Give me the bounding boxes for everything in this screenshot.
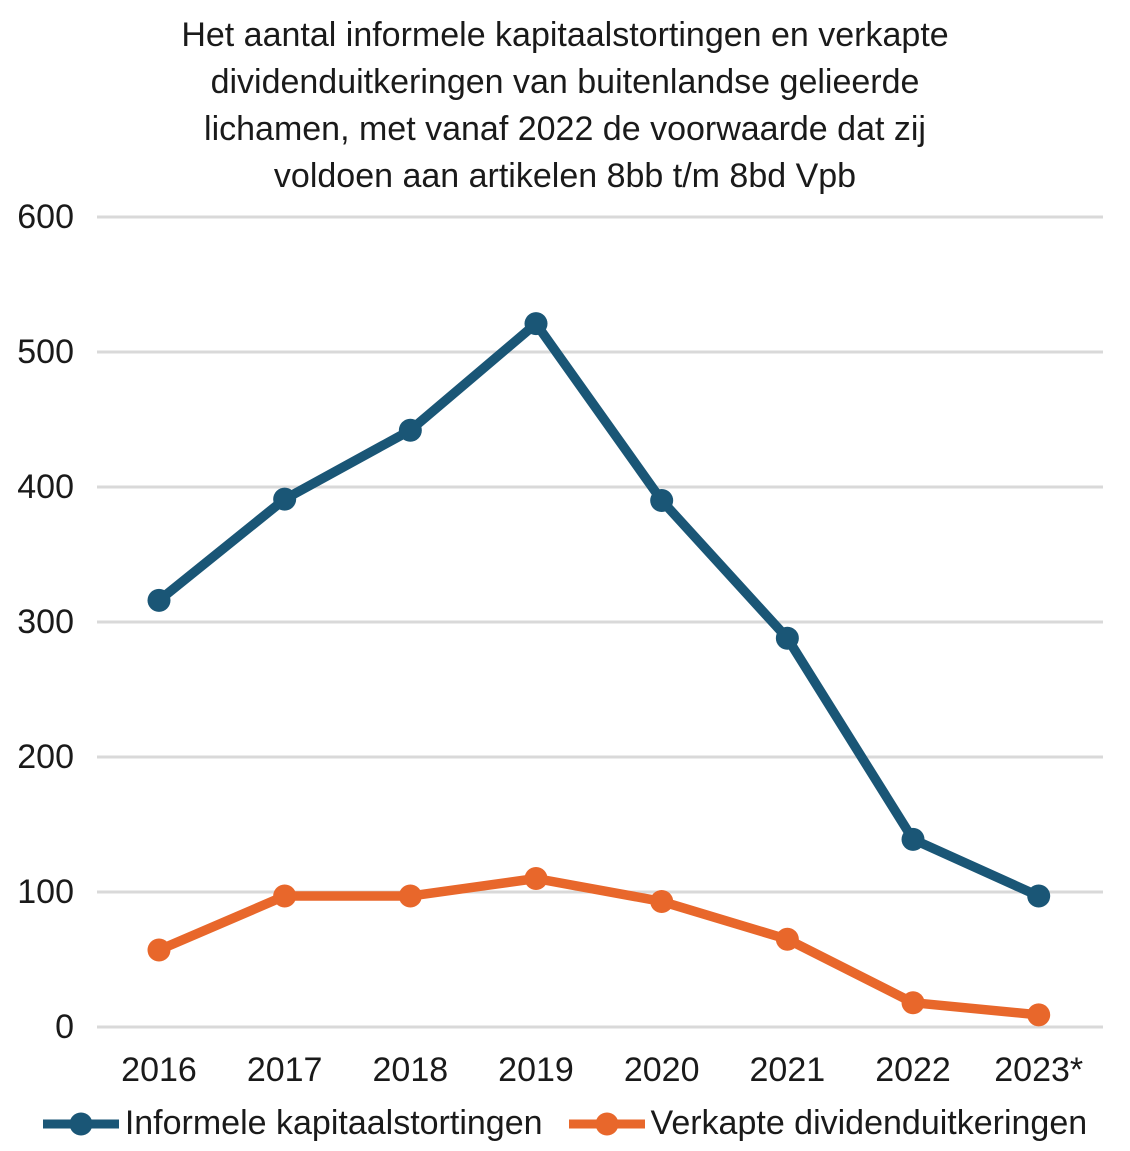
chart-legend: Informele kapitaalstortingen Verkapte di… — [0, 1104, 1130, 1143]
data-point-2022-series-0 — [901, 827, 925, 851]
data-point-2017-series-1 — [273, 884, 297, 908]
data-point-2020-series-0 — [650, 489, 674, 512]
data-point-2021-series-0 — [775, 626, 799, 650]
data-point-2016-series-0 — [147, 588, 171, 612]
y-axis-tick-label-100: 100 — [17, 873, 74, 911]
series-line-1 — [154, 873, 1044, 1020]
data-point-2016-series-1 — [147, 938, 171, 962]
x-axis-tick-label-2023*: 2023* — [994, 1051, 1084, 1089]
x-axis-tick-label-2020: 2020 — [623, 1051, 700, 1089]
series-line-0 — [154, 318, 1044, 901]
x-axis-tick-label-2019: 2019 — [498, 1051, 574, 1089]
chart-title: Het aantal informele kapitaalstortingen … — [181, 16, 949, 195]
y-axis-tick-label-400: 400 — [17, 468, 74, 506]
x-axis-tick-label-2021: 2021 — [749, 1051, 826, 1089]
data-point-2019-series-0 — [524, 312, 548, 336]
y-axis-tick-label-500: 500 — [17, 333, 74, 371]
x-axis-tick-label-2017: 2017 — [246, 1051, 323, 1089]
data-point-2023*-series-0 — [1027, 884, 1051, 908]
x-axis-tick-label-2018: 2018 — [372, 1051, 449, 1089]
x-axis-tick-label-2022: 2022 — [875, 1051, 951, 1089]
legend-marker-orange-line-dot-icon — [568, 1112, 645, 1135]
data-point-2018-series-0 — [398, 418, 422, 442]
y-axis-tick-label-600: 600 — [17, 198, 74, 236]
legend-item-informele-kapitaalstortingen: Informele kapitaalstortingen — [42, 1104, 543, 1143]
legend-label-verkapte-dividenduitkeringen: Verkapte dividenduitkeringen — [650, 1104, 1088, 1142]
data-point-2019-series-1 — [524, 867, 548, 890]
legend-item-verkapte-dividenduitkeringen: Verkapte dividenduitkeringen — [568, 1104, 1088, 1143]
data-point-2017-series-0 — [273, 487, 297, 511]
y-axis-tick-label-300: 300 — [17, 603, 74, 641]
data-point-2018-series-1 — [398, 884, 422, 908]
y-axis-tick-label-200: 200 — [17, 738, 74, 776]
legend-label-informele-kapitaalstortingen: Informele kapitaalstortingen — [124, 1104, 543, 1142]
data-point-2020-series-1 — [650, 889, 674, 913]
data-point-2023*-series-1 — [1027, 1003, 1051, 1027]
data-point-2021-series-1 — [775, 927, 799, 951]
legend-marker-blue-line-dot-icon — [42, 1112, 119, 1135]
x-axis-tick-label-2016: 2016 — [121, 1051, 197, 1089]
y-axis-tick-label-0: 0 — [55, 1008, 74, 1046]
data-point-2022-series-1 — [901, 991, 925, 1015]
